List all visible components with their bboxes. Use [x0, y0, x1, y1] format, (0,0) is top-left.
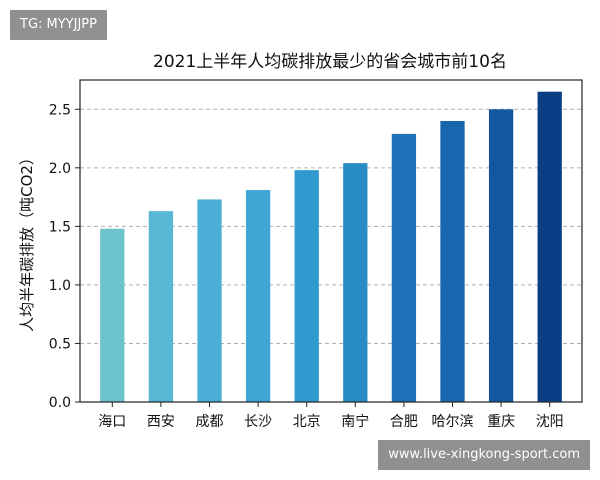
x-tick-label: 哈尔滨: [432, 414, 474, 430]
bar-3: [197, 199, 222, 402]
y-tick-label: 2.5: [49, 102, 71, 118]
bar-9: [488, 109, 514, 402]
plot-frame: [79, 79, 583, 403]
x-tick-label: 西安: [147, 414, 175, 430]
y-tick-label: 1.5: [49, 219, 71, 235]
chart-title: 2021上半年人均碳排放最少的省会城市前10名: [153, 52, 507, 72]
x-tick-label: 海口: [98, 414, 126, 430]
x-tick-label: 北京: [293, 414, 321, 430]
bar-10: [537, 91, 562, 402]
y-tick-label: 0.0: [49, 395, 71, 411]
bars: [100, 91, 562, 403]
bar-2: [148, 211, 174, 402]
x-tick-label: 重庆: [487, 414, 515, 430]
x-tick-label: 长沙: [244, 414, 272, 430]
bar-6: [343, 163, 368, 402]
bar-1: [100, 228, 125, 402]
x-tick-label: 合肥: [390, 414, 418, 430]
bar-5: [294, 170, 319, 402]
y-axis-label: 人均半年碳排放（吨CO2）: [18, 150, 36, 332]
y-tick-label: 2.0: [49, 161, 71, 177]
x-tick-label: 南宁: [341, 413, 369, 430]
y-axis-ticks: 0.0 0.5 1.0 1.5 2.0 2.5: [49, 102, 80, 411]
y-tick-label: 1.0: [49, 278, 71, 294]
bar-7: [391, 133, 417, 402]
bar-4: [245, 190, 271, 402]
watermark-top: TG: MYYJJPP: [10, 10, 107, 40]
y-tick-label: 0.5: [49, 336, 71, 352]
x-axis-ticks: 海口 西安 成都 长沙 北京 南宁 合肥 哈尔滨 重庆 沈阳: [98, 402, 564, 430]
bar-8: [440, 120, 465, 403]
watermark-bottom: www.live-xingkong-sport.com: [378, 440, 590, 470]
x-tick-label: 沈阳: [536, 414, 564, 430]
x-tick-label: 成都: [196, 414, 224, 430]
